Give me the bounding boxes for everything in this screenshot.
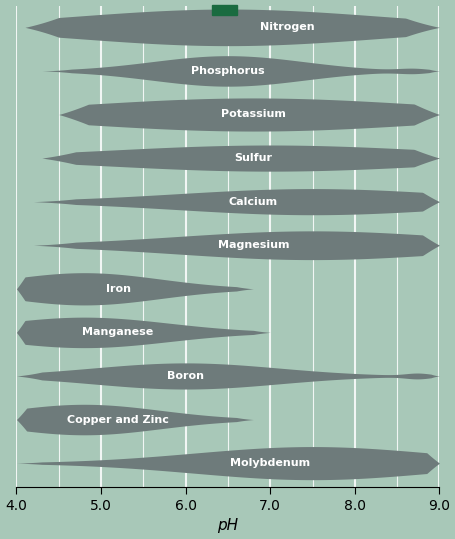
Text: Boron: Boron xyxy=(167,371,204,381)
Text: Nitrogen: Nitrogen xyxy=(259,22,314,32)
Text: Copper and Zinc: Copper and Zinc xyxy=(67,414,168,425)
Text: Molybdenum: Molybdenum xyxy=(230,458,310,468)
Text: Iron: Iron xyxy=(105,284,130,294)
X-axis label: pH: pH xyxy=(217,519,238,534)
Text: Magnesium: Magnesium xyxy=(217,240,288,250)
Text: Sulfur: Sulfur xyxy=(234,153,272,163)
Text: Potassium: Potassium xyxy=(220,109,285,120)
Text: Manganese: Manganese xyxy=(82,327,153,337)
Text: Phosphorus: Phosphorus xyxy=(191,66,264,76)
Text: Calcium: Calcium xyxy=(228,197,277,206)
